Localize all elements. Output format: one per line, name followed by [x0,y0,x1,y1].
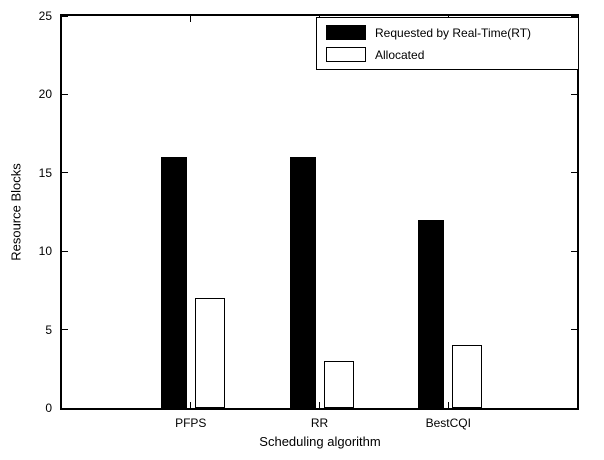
legend-entry: Allocated [326,47,569,62]
y-tick-mark [571,15,577,17]
x-tick-mark [190,16,192,22]
y-tick-mark [571,93,577,95]
bar-pfps-series-1 [194,298,225,408]
legend-entry: Requested by Real-Time(RT) [326,25,569,40]
x-axis-label: Scheduling algorithm [259,434,381,449]
y-tick-mark [62,329,68,331]
legend-label: Allocated [375,47,425,62]
legend-swatch [326,47,366,62]
x-tick-mark [447,402,449,408]
y-tick-mark [571,250,577,252]
y-tick-mark [571,172,577,174]
y-tick-mark [62,93,68,95]
x-tick-label: RR [310,416,329,430]
bar-pfps-series-0 [160,157,187,408]
x-tick-mark [319,402,320,408]
y-tick-label: 20 [38,87,52,102]
y-tick-mark [62,250,68,252]
bar-rr-series-0 [289,157,316,408]
legend-swatch [326,25,366,40]
bar-bestcqi-series-0 [418,220,445,408]
plot-area [60,14,579,410]
legend-label: Requested by Real-Time(RT) [375,25,532,40]
y-tick-label: 15 [38,165,52,180]
bar-bestcqi-series-1 [452,345,483,408]
y-tick-mark [62,172,68,174]
y-tick-mark [571,407,577,409]
bar-rr-series-1 [323,361,354,408]
y-tick-mark [62,15,68,17]
y-tick-label: 0 [45,401,52,415]
y-tick-label: 5 [45,322,52,337]
y-tick-mark [62,407,68,409]
y-tick-mark [571,329,577,331]
legend: Requested by Real-Time(RT) Allocated [316,17,579,70]
x-tick-label: BestCQI [425,416,471,430]
y-tick-label: 25 [38,9,52,23]
y-tick-label: 10 [38,244,52,259]
x-tick-label: PFPS [175,416,207,430]
x-tick-mark [190,402,192,408]
